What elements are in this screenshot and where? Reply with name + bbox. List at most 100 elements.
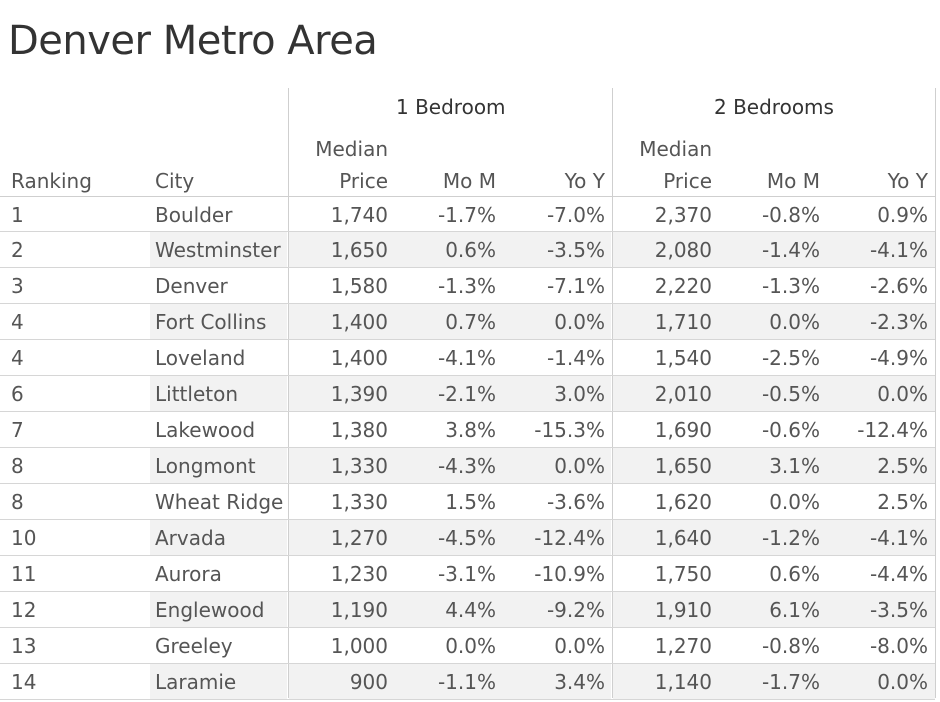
column-header-yoy-2: Yo Y — [887, 169, 928, 193]
table-row: 11 Aurora 1,230 -3.1% -10.9% 1,750 0.6% -4.4% — [0, 556, 935, 592]
column-header-city: City — [155, 169, 195, 193]
cell-1br-price: 1,390 — [330, 382, 388, 406]
cell-1br-yoy: 0.0% — [554, 454, 605, 478]
cell-2br-yoy: -8.0% — [869, 634, 928, 658]
cell-city: Greeley — [155, 634, 233, 658]
cell-2br-price: 1,640 — [654, 526, 712, 550]
city-band — [150, 592, 287, 627]
cell-1br-yoy: 3.4% — [554, 670, 605, 694]
table-row: 13 Greeley 1,000 0.0% 0.0% 1,270 -0.8% -8.0% — [0, 628, 935, 664]
cell-2br-yoy: -4.1% — [869, 238, 928, 262]
cell-city: Boulder — [155, 203, 233, 227]
cell-1br-yoy: -3.5% — [546, 238, 605, 262]
city-band — [150, 376, 287, 411]
cell-1br-mom: -4.3% — [437, 454, 496, 478]
cell-2br-mom: 0.0% — [769, 310, 820, 334]
cell-2br-mom: -1.4% — [761, 238, 820, 262]
cell-city: Denver — [155, 274, 228, 298]
group-header-1-bedroom: 1 Bedroom — [396, 95, 506, 119]
cell-1br-mom: -1.1% — [437, 670, 496, 694]
column-header-median-2: Median — [639, 137, 712, 161]
cell-2br-price: 1,650 — [654, 454, 712, 478]
city-band — [150, 520, 287, 555]
price-band-1br — [289, 376, 611, 411]
cell-1br-yoy: -1.4% — [546, 346, 605, 370]
cell-1br-mom: 3.8% — [445, 418, 496, 442]
cell-2br-mom: -0.6% — [761, 418, 820, 442]
cell-1br-yoy: -9.2% — [546, 598, 605, 622]
cell-1br-yoy: 0.0% — [554, 310, 605, 334]
cell-city: Wheat Ridge — [155, 490, 284, 514]
table-row: 4 Loveland 1,400 -4.1% -1.4% 1,540 -2.5% -4.9% — [0, 340, 935, 376]
cell-1br-mom: -3.1% — [437, 562, 496, 586]
cell-2br-mom: 3.1% — [769, 454, 820, 478]
cell-1br-mom: 0.6% — [445, 238, 496, 262]
cell-2br-mom: -1.3% — [761, 274, 820, 298]
city-band — [150, 232, 287, 267]
price-band-1br — [289, 520, 611, 555]
cell-1br-price: 1,330 — [330, 490, 388, 514]
cell-ranking: 13 — [11, 634, 37, 658]
cell-1br-price: 1,650 — [330, 238, 388, 262]
cell-2br-yoy: -4.9% — [869, 346, 928, 370]
table-row: 10 Arvada 1,270 -4.5% -12.4% 1,640 -1.2% -4.1% — [0, 520, 935, 556]
cell-city: Lakewood — [155, 418, 256, 442]
price-band-2br — [613, 520, 935, 555]
column-header-mom-2: Mo M — [766, 169, 820, 193]
city-band — [150, 664, 287, 699]
price-band-1br — [289, 448, 611, 483]
cell-ranking: 4 — [11, 346, 24, 370]
cell-ranking: 2 — [11, 238, 24, 262]
cell-1br-price: 1,330 — [330, 454, 388, 478]
table-row: 8 Longmont 1,330 -4.3% 0.0% 1,650 3.1% 2.5% — [0, 448, 935, 484]
cell-1br-mom: 0.7% — [445, 310, 496, 334]
cell-2br-mom: 6.1% — [769, 598, 820, 622]
cell-2br-yoy: -4.4% — [869, 562, 928, 586]
table-row: 2 Westminster 1,650 0.6% -3.5% 2,080 -1.4% -4.1… — [0, 232, 935, 268]
cell-1br-mom: -1.7% — [437, 203, 496, 227]
table-row: 12 Englewood 1,190 4.4% -9.2% 1,910 6.1% -3.5% — [0, 592, 935, 628]
cell-1br-mom: -2.1% — [437, 382, 496, 406]
cell-2br-mom: -0.5% — [761, 382, 820, 406]
cell-2br-mom: 0.0% — [769, 490, 820, 514]
cell-2br-mom: 0.6% — [769, 562, 820, 586]
cell-2br-price: 1,140 — [654, 670, 712, 694]
cell-ranking: 8 — [11, 454, 24, 478]
cell-2br-mom: -0.8% — [761, 634, 820, 658]
cell-2br-mom: -2.5% — [761, 346, 820, 370]
cell-2br-price: 1,710 — [654, 310, 712, 334]
price-band-1br — [289, 664, 611, 699]
cell-city: Westminster — [155, 238, 281, 262]
cell-2br-mom: -1.2% — [761, 526, 820, 550]
cell-1br-price: 1,000 — [330, 634, 388, 658]
cell-2br-price: 2,080 — [654, 238, 712, 262]
table-row: 3 Denver 1,580 -1.3% -7.1% 2,220 -1.3% -2.6% — [0, 268, 935, 304]
page-title: Denver Metro Area — [8, 18, 378, 64]
cell-2br-mom: -0.8% — [761, 203, 820, 227]
cell-1br-mom: 1.5% — [445, 490, 496, 514]
city-band — [150, 448, 287, 483]
cell-ranking: 8 — [11, 490, 24, 514]
cell-1br-price: 1,270 — [330, 526, 388, 550]
price-band-1br — [289, 232, 611, 267]
cell-ranking: 3 — [11, 274, 24, 298]
cell-city: Laramie — [155, 670, 237, 694]
price-band-2br — [613, 448, 935, 483]
price-band-1br — [289, 304, 611, 339]
cell-city: Englewood — [155, 598, 265, 622]
cell-ranking: 1 — [11, 203, 24, 227]
table-row: 6 Littleton 1,390 -2.1% 3.0% 2,010 -0.5% 0.0% — [0, 376, 935, 412]
cell-city: Loveland — [155, 346, 246, 370]
cell-1br-yoy: -12.4% — [534, 526, 605, 550]
cell-1br-price: 1,580 — [330, 274, 388, 298]
cell-2br-price: 1,690 — [654, 418, 712, 442]
cell-1br-price: 1,740 — [330, 203, 388, 227]
cell-2br-price: 1,540 — [654, 346, 712, 370]
column-divider-city — [288, 88, 289, 698]
cell-city: Longmont — [155, 454, 256, 478]
cell-1br-yoy: -7.1% — [546, 274, 605, 298]
cell-1br-price: 1,400 — [330, 346, 388, 370]
price-band-2br — [613, 232, 935, 267]
cell-1br-mom: 4.4% — [445, 598, 496, 622]
price-band-2br — [613, 304, 935, 339]
